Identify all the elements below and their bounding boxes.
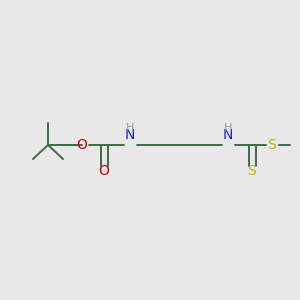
Text: N: N — [125, 128, 135, 142]
Text: N: N — [223, 128, 233, 142]
Text: H: H — [224, 123, 232, 133]
Text: S: S — [248, 164, 256, 178]
Text: H: H — [126, 123, 134, 133]
Text: O: O — [99, 164, 110, 178]
Text: S: S — [268, 138, 276, 152]
Text: O: O — [76, 138, 87, 152]
